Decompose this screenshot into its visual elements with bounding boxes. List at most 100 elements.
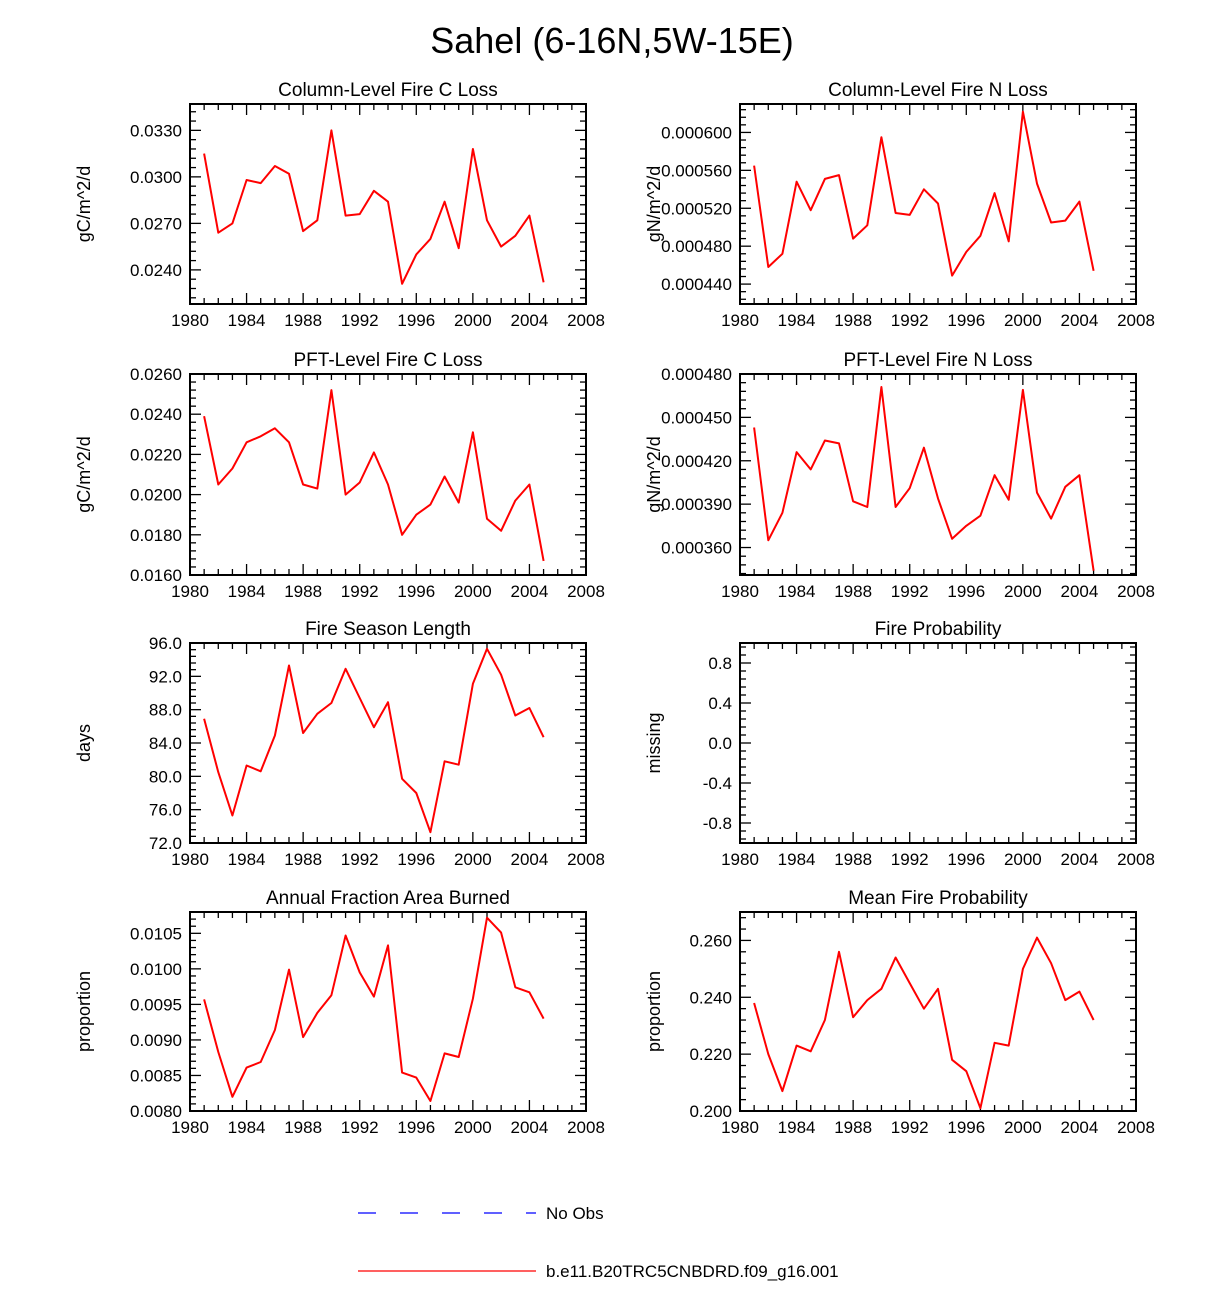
panel-4: Fire Season Length 1980 1984 1988 1992 1996 20…: [74, 619, 605, 869]
figure-title: Sahel (6-16N,5W-15E): [430, 20, 794, 61]
x-tick-label: 2008: [1117, 582, 1155, 601]
x-tick-label: 1996: [397, 1118, 435, 1137]
x-tick-label: 2008: [567, 311, 605, 330]
y-tick-label: 0.0240: [130, 405, 182, 424]
x-tick-label: 1988: [834, 582, 872, 601]
panel-1: Column-Level Fire N Loss 1980 1984 1988 1992…: [644, 80, 1155, 330]
x-tick-label: 2000: [1004, 311, 1042, 330]
x-tick-label: 2000: [454, 311, 492, 330]
x-tick-label: 1988: [834, 850, 872, 869]
x-tick-label: 2008: [567, 850, 605, 869]
y-tick-label: 0.220: [689, 1045, 732, 1064]
y-tick-label: 0.0200: [130, 486, 182, 505]
panel-5: Fire Probability 1980 1984 1988 1992 1996 2000…: [644, 619, 1155, 869]
y-tick-label: 0.4: [708, 694, 732, 713]
y-axis-label: gC/m^2/d: [74, 166, 94, 242]
y-axis-label: proportion: [644, 971, 664, 1052]
series-line: [203, 916, 545, 1102]
panel-3: PFT-Level Fire N Loss 1980 1984 1988 1992 199…: [644, 350, 1155, 601]
series-line: [753, 386, 1095, 571]
x-tick-label: 1984: [778, 311, 816, 330]
y-tick-label: 0.0100: [130, 960, 182, 979]
panel-title: Column-Level Fire N Loss: [828, 80, 1048, 101]
x-tick-label: 2004: [511, 1118, 549, 1137]
plot-frame: [189, 911, 587, 1112]
x-tick-label: 1996: [947, 582, 985, 601]
y-axis-label: days: [74, 724, 94, 762]
x-tick-label: 1984: [228, 582, 266, 601]
y-tick-label: 0.000560: [661, 161, 732, 180]
y-tick-label: 0.000450: [661, 408, 732, 427]
x-tick-label: 2000: [1004, 1118, 1042, 1137]
legend-label-model: b.e11.B20TRC5CNBDRD.f09_g16.001: [546, 1262, 839, 1281]
plot-frame: [189, 642, 587, 844]
y-tick-label: 0.0240: [130, 261, 182, 280]
x-tick-label: 2004: [1061, 311, 1099, 330]
x-tick-label: 1996: [397, 850, 435, 869]
x-tick-label: 1980: [721, 850, 759, 869]
y-axis-label: proportion: [74, 971, 94, 1052]
x-tick-label: 1992: [891, 582, 929, 601]
series-line: [753, 936, 1095, 1110]
y-tick-label: 0.000480: [661, 365, 732, 384]
y-tick-label: 0.8: [708, 654, 732, 673]
x-tick-label: 2008: [567, 1118, 605, 1137]
y-tick-label: 0.0300: [130, 168, 182, 187]
x-tick-label: 1992: [341, 1118, 379, 1137]
y-tick-label: 0.0160: [130, 566, 182, 585]
y-tick-label: 0.240: [689, 988, 732, 1007]
x-tick-label: 1996: [947, 311, 985, 330]
x-tick-label: 1984: [228, 1118, 266, 1137]
x-tick-label: 2000: [1004, 582, 1042, 601]
x-tick-label: 1984: [778, 582, 816, 601]
x-tick-label: 1988: [284, 1118, 322, 1137]
x-tick-label: 2000: [1004, 850, 1042, 869]
x-tick-label: 1980: [721, 582, 759, 601]
x-tick-label: 1992: [341, 582, 379, 601]
x-tick-label: 1988: [834, 311, 872, 330]
x-tick-label: 1980: [171, 1118, 209, 1137]
panel-2: PFT-Level Fire C Loss 1980 1984 1988 1992 199…: [74, 350, 605, 601]
y-tick-label: 0.0: [708, 734, 732, 753]
y-tick-label: 76.0: [149, 801, 182, 820]
y-axis-label: gN/m^2/d: [644, 166, 664, 242]
x-tick-label: 2004: [511, 850, 549, 869]
y-tick-label: 0.000520: [661, 199, 732, 218]
y-tick-label: 0.000440: [661, 275, 732, 294]
panel-6: Annual Fraction Area Burned 1980 1984 1988 1…: [74, 888, 605, 1137]
plot-frame: [739, 911, 1137, 1112]
y-tick-label: 0.0330: [130, 121, 182, 140]
y-tick-label: 0.0090: [130, 1031, 182, 1050]
x-tick-label: 1996: [947, 1118, 985, 1137]
x-tick-label: 2004: [1061, 850, 1099, 869]
y-tick-label: 0.000480: [661, 237, 732, 256]
y-tick-label: 0.260: [689, 931, 732, 950]
x-tick-label: 1988: [284, 582, 322, 601]
x-tick-label: 1996: [947, 850, 985, 869]
panel-title: Column-Level Fire C Loss: [278, 80, 498, 101]
x-tick-label: 1980: [171, 850, 209, 869]
y-tick-label: 72.0: [149, 834, 182, 853]
y-axis-label: missing: [644, 712, 664, 773]
x-tick-label: 2004: [511, 311, 549, 330]
x-tick-label: 1980: [171, 582, 209, 601]
y-tick-label: 80.0: [149, 767, 182, 786]
series-line: [203, 647, 545, 834]
series-line: [203, 389, 545, 562]
y-tick-label: -0.8: [703, 814, 732, 833]
x-tick-label: 2004: [511, 582, 549, 601]
y-tick-label: 88.0: [149, 701, 182, 720]
x-tick-label: 2008: [1117, 850, 1155, 869]
x-tick-label: 1992: [891, 311, 929, 330]
y-tick-label: 0.0220: [130, 445, 182, 464]
y-tick-label: 0.0105: [130, 924, 182, 943]
panel-title: PFT-Level Fire N Loss: [844, 350, 1033, 371]
x-tick-label: 1992: [891, 850, 929, 869]
plot-frame: [189, 373, 587, 576]
x-tick-label: 1988: [284, 850, 322, 869]
x-tick-label: 2000: [454, 850, 492, 869]
x-tick-label: 2008: [1117, 1118, 1155, 1137]
y-tick-label: 96.0: [149, 634, 182, 653]
y-tick-label: 0.0180: [130, 526, 182, 545]
plot-frame: [739, 373, 1137, 576]
